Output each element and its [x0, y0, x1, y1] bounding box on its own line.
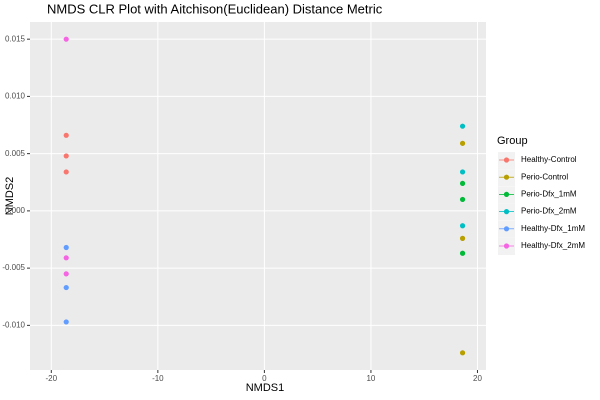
legend-marker [503, 226, 510, 232]
point [63, 284, 69, 291]
point [63, 153, 69, 159]
y-tick-label: -0.005 [2, 263, 25, 272]
legend-label: Perio-Dfx_2mM [521, 207, 577, 216]
x-tick-label: 10 [366, 374, 375, 383]
legend-title: Group [497, 135, 528, 147]
point [459, 180, 466, 187]
chart-title: NMDS CLR Plot with Aitchison(Euclidean) … [47, 1, 383, 16]
point [459, 350, 466, 356]
y-tick-label: 0.010 [5, 92, 26, 101]
y-tick-label: 0.005 [5, 149, 26, 158]
point [459, 140, 466, 146]
point [459, 196, 466, 203]
point [63, 169, 69, 175]
legend-label: Healthy-Dfx_2mM [521, 241, 585, 250]
point [63, 132, 69, 138]
legend-marker [503, 174, 510, 180]
y-tick-label: 0.015 [5, 34, 26, 43]
legend-marker [503, 157, 510, 163]
legend-label: Perio-Dfx_1mM [521, 190, 577, 199]
point [63, 255, 69, 261]
point [63, 244, 69, 251]
legend-label: Healthy-Control [521, 155, 577, 164]
point [63, 271, 69, 277]
point [459, 123, 466, 129]
legend-marker [503, 209, 510, 215]
y-tick-label: 0.000 [5, 206, 26, 215]
legend-marker [503, 191, 510, 197]
point [63, 319, 69, 325]
legend-label: Perio-Control [521, 172, 568, 181]
point [459, 223, 466, 229]
point [459, 169, 466, 175]
legend-marker [503, 243, 510, 249]
x-tick-label: -20 [46, 374, 58, 383]
point [63, 36, 69, 42]
y-axis-title: NMDS2 [4, 177, 16, 216]
x-tick-label: -10 [152, 374, 164, 383]
x-axis-title: NMDS1 [246, 382, 285, 394]
point [459, 235, 466, 241]
plot-panel [30, 22, 486, 370]
point [459, 250, 466, 256]
x-tick-label: 0 [262, 374, 267, 383]
legend-label: Healthy-Dfx_1mM [521, 224, 585, 233]
x-tick-label: 20 [473, 374, 482, 383]
y-tick-label: -0.010 [2, 320, 25, 329]
